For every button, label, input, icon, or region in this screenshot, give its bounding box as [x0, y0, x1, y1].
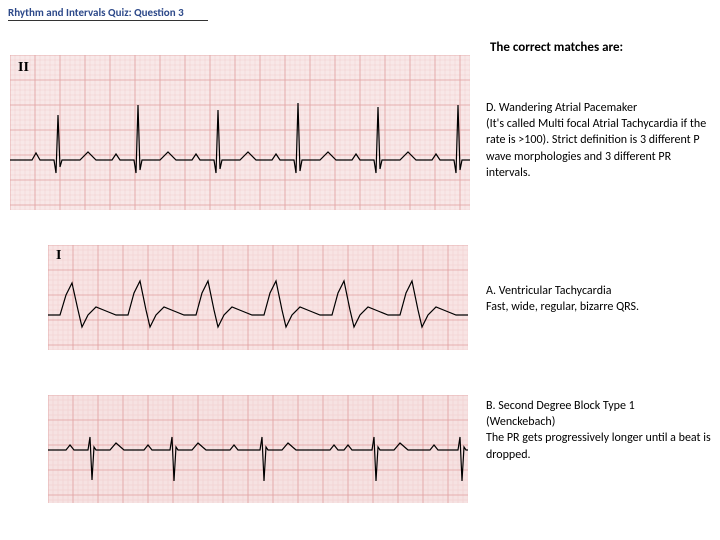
answer-letter: B. Second Degree Block Type 1 [486, 398, 716, 414]
answer-block-1: A. Ventricular TachycardiaFast, wide, re… [486, 283, 716, 315]
answer-block-0: D. Wandering Atrial Pacemaker(It's calle… [486, 100, 716, 181]
answer-block-2: B. Second Degree Block Type 1 (Wenckebac… [486, 398, 716, 463]
lead-label-1: I [56, 248, 61, 264]
title-underline [8, 20, 208, 21]
ecg-strip-0 [10, 55, 470, 210]
ecg-strip-2 [48, 395, 468, 503]
lead-label-0: II [18, 60, 29, 76]
answer-letter: A. Ventricular Tachycardia [486, 283, 716, 299]
answer-body: The PR gets progressively longer until a… [486, 430, 716, 462]
answer-sub: (Wenckebach) [486, 414, 716, 430]
page-title: Rhythm and Intervals Quiz: Question 3 [8, 6, 184, 19]
matches-header: The correct matches are: [490, 40, 623, 55]
answer-body: (It's called Multi focal Atrial Tachycar… [486, 116, 716, 181]
ecg-strip-1 [48, 245, 468, 350]
answer-letter: D. Wandering Atrial Pacemaker [486, 100, 716, 116]
answer-body: Fast, wide, regular, bizarre QRS. [486, 299, 716, 315]
